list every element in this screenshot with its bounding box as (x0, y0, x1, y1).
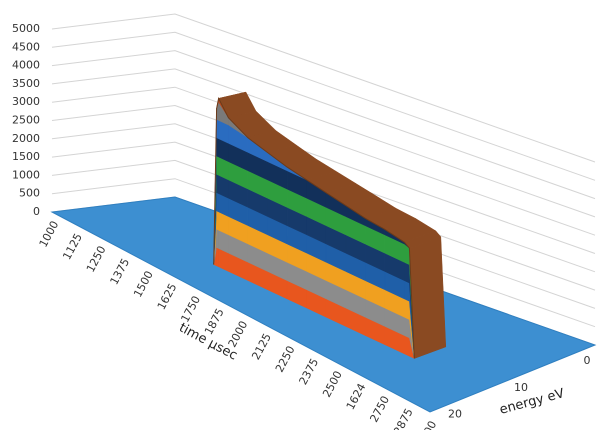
ridge-band (216, 119, 219, 140)
x-tick-label: 2875 (391, 406, 416, 430)
x-tick-label: 2125 (249, 331, 274, 362)
y-axis-title: energy eV (498, 386, 566, 418)
z-tick-label: 3500 (12, 77, 40, 90)
grid-line (51, 178, 596, 328)
grid-line (51, 159, 596, 309)
grid-line (51, 141, 596, 291)
y-tick-label: 20 (448, 408, 462, 421)
z-tick-label: 1500 (12, 150, 40, 163)
ridge-top (409, 236, 447, 359)
ridge-band (216, 192, 219, 213)
grid-line (51, 31, 596, 181)
ridge-band (404, 335, 410, 357)
ridge-band (404, 262, 410, 284)
x-tick-label: 2250 (273, 344, 298, 375)
z-tick-label: 4000 (12, 59, 40, 72)
ridge-band (404, 316, 410, 339)
ridge-band (404, 298, 410, 320)
z-tick-label: 0 (33, 205, 40, 218)
ridge-band (404, 280, 410, 302)
x-tick-label: 2375 (297, 356, 322, 387)
z-tick-label: 5000 (12, 22, 40, 35)
z-tick-label: 3000 (12, 95, 40, 108)
grid-line (51, 104, 596, 254)
y-tick-label: 10 (514, 381, 528, 394)
ridge-band (216, 174, 219, 194)
z-tick-label: 500 (19, 187, 40, 200)
y-tick-label: 0 (584, 354, 591, 367)
x-tick-label: 1500 (131, 269, 156, 300)
x-tick-label: 1250 (84, 244, 109, 275)
grid-line (51, 123, 596, 273)
ridge-band (216, 210, 219, 231)
z-tick-label: 1000 (12, 168, 40, 181)
grid-line (51, 50, 596, 200)
ridge-band (216, 137, 219, 158)
grid-line (51, 86, 596, 236)
x-tick-label: 3000 (415, 419, 440, 430)
z-tick-label: 2000 (12, 132, 40, 145)
grid-line (51, 13, 596, 163)
grid-line (51, 68, 596, 218)
ridge-band (216, 247, 219, 268)
x-tick-label: 1125 (60, 231, 85, 262)
x-tick-label: 1375 (108, 256, 133, 287)
ridge-profile (213, 96, 415, 359)
z-tick-label: 4500 (12, 40, 40, 53)
x-tick-label: 2500 (320, 369, 345, 400)
x-tick-label: 2750 (367, 394, 392, 425)
x-tick-label: 1625 (155, 281, 180, 312)
ridge-band (216, 155, 219, 176)
z-tick-label: 2500 (12, 114, 40, 127)
x-tick-label: 1750 (178, 294, 203, 325)
x-tick-label: 1624 (344, 381, 369, 412)
x-tick-label: 1000 (37, 219, 62, 250)
ridge-band (216, 228, 219, 249)
